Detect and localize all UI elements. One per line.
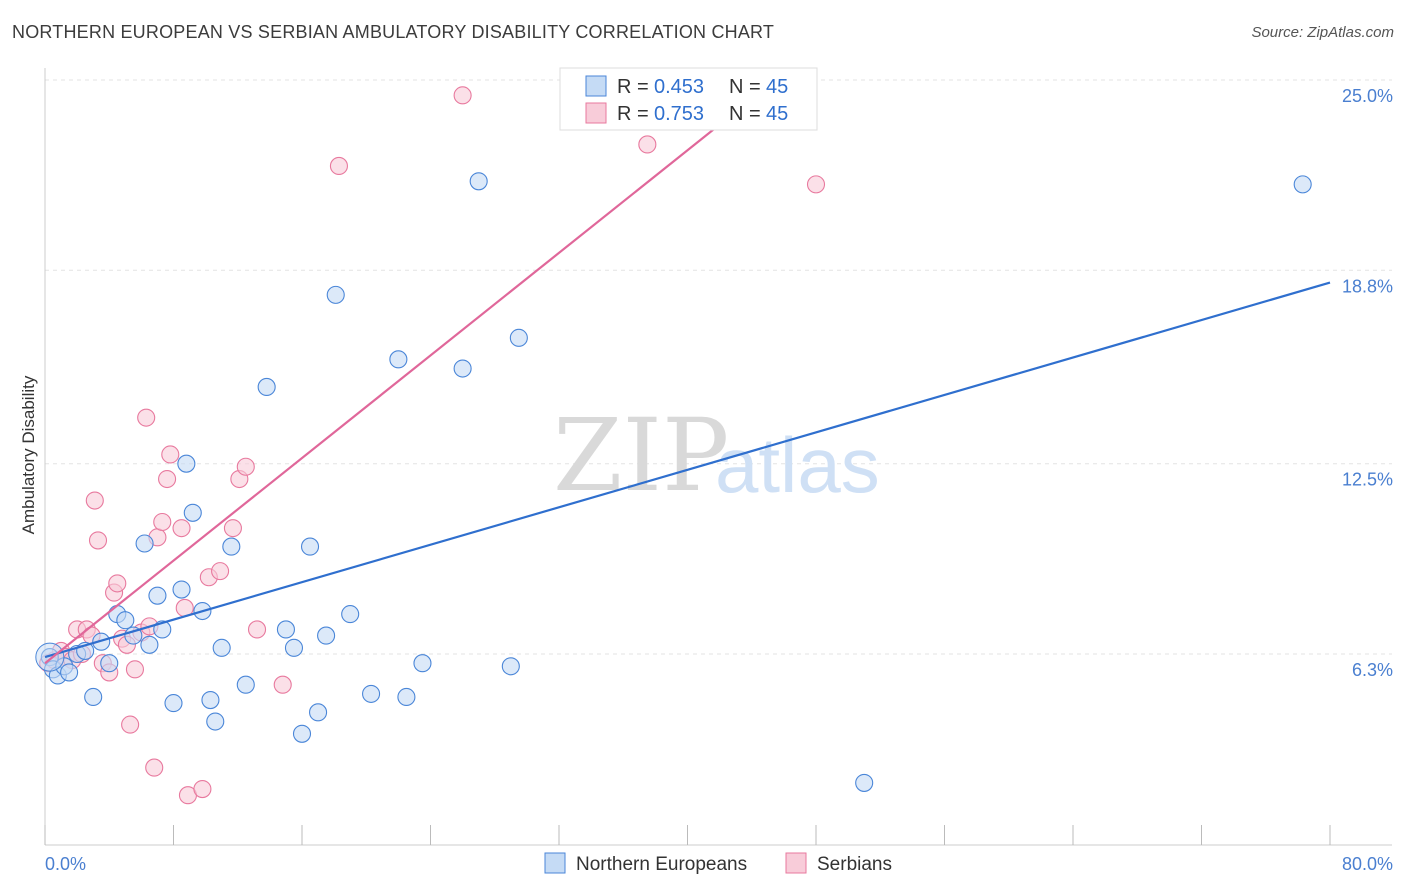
northern-europeans-point-39 xyxy=(413,654,432,673)
legend: R = 0.453 N = 45 R = 0.753 N = 45 xyxy=(559,67,818,131)
y-tick-label-2: 18.8% xyxy=(1342,276,1393,296)
legend-n-value-2: 45 xyxy=(766,103,788,125)
northern-europeans-point-9 xyxy=(100,654,119,673)
serbians-point-30 xyxy=(193,780,212,799)
legend-swatch-pink xyxy=(585,102,607,124)
northern-europeans-point-26 xyxy=(236,675,255,694)
northern-europeans-point-42 xyxy=(501,657,520,676)
gridlines xyxy=(45,79,1392,655)
northern-europeans-point-38 xyxy=(397,687,416,707)
x-tick-label-1: 80.0% xyxy=(1342,854,1393,874)
northern-europeans-point-18 xyxy=(172,580,191,599)
northern-europeans-point-36 xyxy=(362,684,381,703)
serbians-point-22 xyxy=(145,758,164,777)
y-tick-labels: 6.3% 12.5% 18.8% 25.0% xyxy=(1342,86,1393,680)
y-tick-label-1: 12.5% xyxy=(1342,470,1393,490)
legend-r-value-1: 0.453 xyxy=(654,76,704,98)
northern-europeans-point-32 xyxy=(309,703,328,722)
serbians-point-40 xyxy=(638,135,657,154)
legend-swatch-blue xyxy=(585,75,607,97)
serbians-point-14 xyxy=(108,574,127,593)
northern-europeans-point-41 xyxy=(469,172,488,191)
northern-europeans-trendline xyxy=(44,281,1331,659)
northern-europeans-point-29 xyxy=(284,638,304,657)
serbians-point-41 xyxy=(806,175,826,194)
northern-europeans-point-4 xyxy=(60,663,79,682)
serbians-point-32 xyxy=(211,562,230,581)
northern-europeans-point-44 xyxy=(855,773,874,792)
northern-europeans-point-7 xyxy=(84,687,103,707)
watermark-zip: ZIP xyxy=(553,397,729,514)
chart-title: NORTHERN EUROPEAN VS SERBIAN AMBULATORY … xyxy=(12,22,775,42)
northern-europeans-point-30 xyxy=(292,724,312,743)
bottom-legend-swatch-northern xyxy=(544,852,566,874)
watermark: ZIP atlas xyxy=(553,397,880,514)
legend-n-label-1: N = xyxy=(729,76,761,98)
serbians-point-20 xyxy=(137,408,156,427)
series-northern-europeans-points xyxy=(35,172,1312,792)
northern-europeans-point-34 xyxy=(326,285,345,304)
bottom-legend-swatch-serbians xyxy=(785,852,807,874)
northern-europeans-point-27 xyxy=(257,377,276,397)
serbians-point-36 xyxy=(247,620,267,639)
northern-europeans-point-23 xyxy=(206,712,225,731)
serbians-point-17 xyxy=(121,715,140,734)
serbians-point-10 xyxy=(88,531,108,550)
serbians-point-25 xyxy=(158,469,177,489)
serbians-point-38 xyxy=(329,156,348,175)
bottom-legend-serbians: Serbians xyxy=(817,854,892,875)
northern-europeans-point-13 xyxy=(135,534,154,553)
x-tick-labels: 0.0% 80.0% xyxy=(45,854,1393,874)
northern-europeans-point-14 xyxy=(140,635,159,654)
northern-europeans-cluster-point xyxy=(35,642,65,672)
serbians-point-33 xyxy=(223,519,242,538)
axes xyxy=(44,68,1392,846)
northern-europeans-point-37 xyxy=(389,350,408,369)
watermark-atlas: atlas xyxy=(715,421,880,509)
bottom-legend-northern-europeans: Northern Europeans xyxy=(576,854,747,875)
trendlines xyxy=(44,85,1331,665)
northern-europeans-point-19 xyxy=(177,454,196,473)
serbians-point-27 xyxy=(172,519,191,538)
northern-europeans-point-20 xyxy=(183,503,202,522)
source-label: Source: ZipAtlas.com xyxy=(1251,24,1394,41)
serbians-point-26 xyxy=(161,445,180,464)
northern-europeans-point-22 xyxy=(201,690,220,710)
serbians-trendline xyxy=(44,85,769,665)
northern-europeans-point-17 xyxy=(164,694,183,713)
serbians-point-9 xyxy=(85,491,104,510)
northern-europeans-point-40 xyxy=(453,359,472,378)
y-axis-label: Ambulatory Disability xyxy=(19,375,38,534)
northern-europeans-point-43 xyxy=(509,328,528,347)
northern-europeans-point-15 xyxy=(148,586,167,605)
x-tick-label-0: 0.0% xyxy=(45,854,86,874)
legend-r-label-2: R = xyxy=(617,103,649,125)
northern-europeans-point-25 xyxy=(222,537,241,556)
serbians-point-39 xyxy=(453,86,472,105)
y-tick-label-3: 25.0% xyxy=(1342,86,1393,106)
northern-europeans-point-12 xyxy=(124,626,143,645)
northern-europeans-point-33 xyxy=(317,626,336,645)
northern-europeans-point-24 xyxy=(212,638,231,657)
serbians-point-18 xyxy=(125,660,144,679)
serbians-point-24 xyxy=(153,512,172,532)
legend-n-value-1: 45 xyxy=(766,76,788,98)
legend-n-label-2: N = xyxy=(729,103,761,125)
northern-europeans-point-35 xyxy=(341,605,360,624)
legend-r-value-2: 0.753 xyxy=(654,103,704,125)
y-tick-label-0: 6.3% xyxy=(1352,660,1393,680)
serbians-point-37 xyxy=(273,675,292,694)
northern-europeans-point-11 xyxy=(116,611,135,630)
serbians-point-35 xyxy=(236,457,255,476)
northern-europeans-point-45 xyxy=(1293,175,1312,194)
northern-europeans-point-28 xyxy=(276,620,295,639)
bottom-legend: Northern Europeans Serbians xyxy=(544,852,892,875)
northern-europeans-point-31 xyxy=(300,537,320,556)
legend-r-label-1: R = xyxy=(617,76,649,98)
